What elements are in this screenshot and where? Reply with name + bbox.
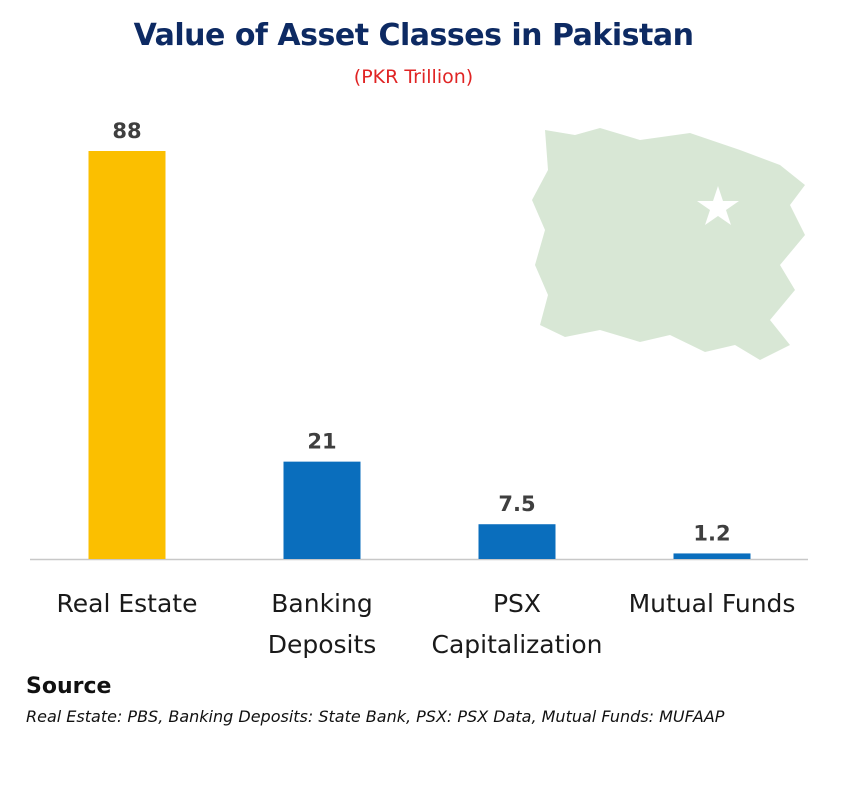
category-label: Deposits (268, 630, 377, 659)
chart-subtitle: (PKR Trillion) (353, 66, 474, 88)
data-label: 21 (307, 430, 336, 454)
data-label: 88 (112, 119, 141, 143)
category-label: Banking (271, 589, 372, 618)
bar-chart: 88 21 7.5 1.2 Real Estate Banking Deposits PSX… (30, 119, 808, 659)
category-label: PSX (493, 589, 541, 618)
category-label: Real Estate (57, 589, 198, 618)
chart-title: Value of Asset Classes in Pakistan (133, 18, 694, 53)
category-label: Mutual Funds (629, 589, 796, 618)
data-label: 1.2 (693, 521, 730, 545)
category-label: Capitalization (432, 630, 603, 659)
pakistan-flag-watermark (532, 128, 805, 360)
bar (478, 524, 556, 559)
source-text: Real Estate: PBS, Banking Deposits: Stat… (26, 707, 725, 726)
bar (673, 553, 751, 559)
bar (88, 151, 166, 559)
data-label: 7.5 (498, 492, 535, 516)
bar (283, 461, 361, 559)
star-shape (697, 186, 739, 225)
source-heading: Source (26, 674, 112, 699)
flag-shape (532, 128, 805, 360)
